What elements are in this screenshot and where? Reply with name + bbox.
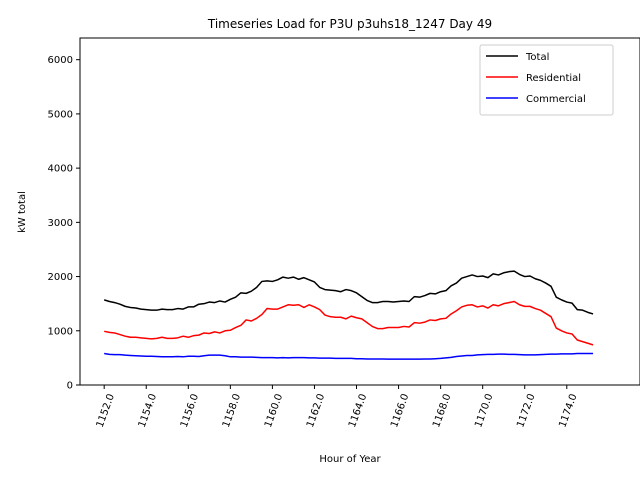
series-line-residential xyxy=(104,300,594,346)
y-tick-label: 6000 xyxy=(48,55,73,66)
series-line-commercial xyxy=(104,352,594,360)
y-tick-label: 3000 xyxy=(48,218,73,229)
y-axis-ticks: 0 1000 2000 3000 4000 5000 6000 xyxy=(48,55,80,392)
y-tick-label: 0 xyxy=(67,381,73,392)
legend-label-commercial: Commercial xyxy=(526,94,586,105)
y-tick-label: 5000 xyxy=(48,109,73,120)
x-axis-label: Hour of Year xyxy=(319,454,381,465)
y-tick-label: 4000 xyxy=(48,164,73,175)
chart-title: Timeseries Load for P3U p3uhs18_1247 Day… xyxy=(207,17,492,31)
y-tick-label: 2000 xyxy=(48,272,73,283)
y-axis-label: kW total xyxy=(17,191,28,233)
plot-lines xyxy=(103,270,594,360)
plot-area-frame xyxy=(79,37,640,386)
legend-label-residential: Residential xyxy=(526,73,581,84)
series-line-total xyxy=(103,270,594,315)
legend-label-total: Total xyxy=(525,52,549,63)
legend: Total Residential Commercial xyxy=(479,44,614,116)
y-tick-label: 1000 xyxy=(48,326,73,337)
